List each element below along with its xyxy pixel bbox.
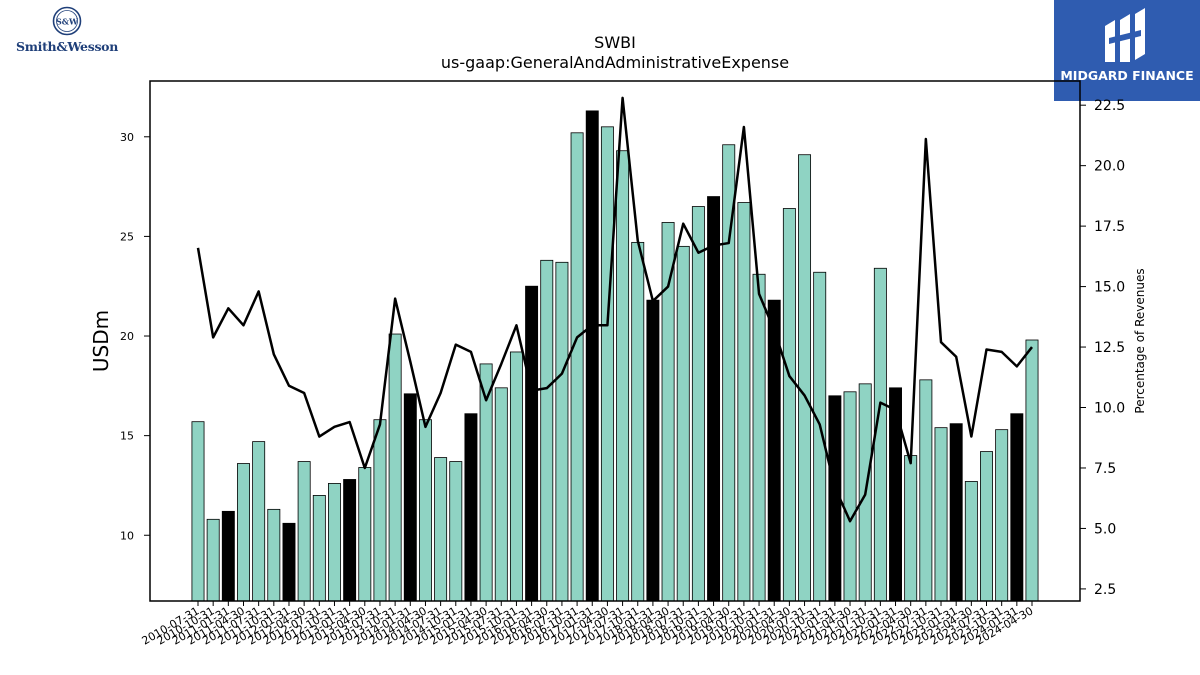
bar-2022-10-31 bbox=[934, 427, 948, 602]
company-logo: S&W Smith&Wesson bbox=[6, 6, 128, 56]
plot-frame bbox=[149, 80, 1081, 602]
bar-2017-01-31 bbox=[585, 110, 599, 602]
bar-2015-10-31 bbox=[509, 351, 523, 602]
right-axis: 2.5 5.0 7.5 10.0 12.5 15.0 17.5 20.0 22.5 bbox=[1080, 98, 1125, 598]
bar-2016-04-30 bbox=[540, 259, 554, 602]
bar-2014-01-31 bbox=[403, 393, 417, 602]
y-axis-label: USDm bbox=[89, 310, 113, 372]
bar-2014-10-31 bbox=[449, 461, 463, 602]
y2-tick-label: 12.5 bbox=[1094, 340, 1125, 356]
bar-2022-07-31 bbox=[919, 379, 933, 602]
bar-2020-07-31 bbox=[798, 154, 812, 602]
smith-wesson-seal-icon: S&W bbox=[52, 6, 82, 36]
bar-2013-01-31 bbox=[343, 479, 357, 602]
y2-tick-label: 20.0 bbox=[1094, 159, 1125, 175]
y-tick-label: 20 bbox=[120, 330, 134, 343]
bar-2017-04-30 bbox=[600, 126, 614, 602]
bar-2011-07-31 bbox=[252, 441, 266, 602]
y2-tick-label: 17.5 bbox=[1094, 219, 1125, 235]
bar-2023-04-30 bbox=[964, 481, 978, 602]
y-tick-label: 30 bbox=[120, 131, 134, 144]
bar-2014-04-30 bbox=[418, 419, 432, 602]
bar-2023-01-31 bbox=[949, 423, 963, 602]
y-tick-label: 15 bbox=[120, 430, 134, 443]
bar-2024-01-31 bbox=[1010, 413, 1024, 602]
bar-2012-04-30 bbox=[297, 461, 311, 602]
bar-2018-07-31 bbox=[676, 245, 690, 602]
bar-2012-10-31 bbox=[328, 483, 341, 602]
bar-2022-04-30 bbox=[904, 455, 918, 602]
y-tick-label: 25 bbox=[120, 230, 134, 243]
bar-2016-10-31 bbox=[570, 132, 584, 602]
bar-2020-10-31 bbox=[813, 271, 827, 602]
bar-series bbox=[191, 110, 1039, 602]
y2-tick-label: 22.5 bbox=[1094, 98, 1125, 114]
bar-2018-01-31 bbox=[646, 299, 660, 602]
bar-2011-04-30 bbox=[237, 463, 250, 602]
x-axis: 2010-07-312010-10-312011-01-312011-04-30… bbox=[140, 601, 1036, 648]
bar-2023-10-31 bbox=[995, 429, 1009, 602]
bar-2014-07-31 bbox=[434, 457, 448, 602]
y-tick-label: 10 bbox=[120, 529, 134, 542]
bar-2016-01-31 bbox=[525, 285, 539, 602]
chart-subtitle: us-gaap:GeneralAndAdministrativeExpense bbox=[440, 53, 790, 72]
company-wordmark: Smith&Wesson bbox=[15, 39, 119, 54]
bar-2019-10-31 bbox=[752, 273, 766, 602]
bar-2019-07-31 bbox=[737, 202, 751, 602]
bar-2013-10-31 bbox=[388, 333, 402, 602]
bar-2012-01-31 bbox=[282, 522, 296, 602]
bar-2013-04-30 bbox=[358, 467, 372, 602]
bar-2011-01-31 bbox=[221, 510, 235, 602]
midgard-finance-mark-icon bbox=[1105, 8, 1145, 62]
bar-2015-07-31 bbox=[494, 387, 508, 602]
bar-2012-07-31 bbox=[312, 495, 326, 602]
bar-2023-07-31 bbox=[980, 451, 993, 602]
bar-2018-04-30 bbox=[661, 222, 675, 602]
bar-2022-01-31 bbox=[889, 387, 902, 602]
bar-2021-04-30 bbox=[843, 391, 857, 602]
y2-axis-label: Percentage of Revenues bbox=[1133, 268, 1147, 413]
publisher-logo: MIDGARD FINANCE bbox=[1054, 0, 1200, 101]
bar-2013-07-31 bbox=[373, 419, 387, 602]
bar-2017-07-31 bbox=[616, 150, 630, 602]
y2-tick-label: 5.0 bbox=[1094, 521, 1116, 537]
publisher-name: MIDGARD FINANCE bbox=[1060, 68, 1194, 83]
y2-tick-label: 2.5 bbox=[1094, 582, 1116, 598]
y2-tick-label: 10.0 bbox=[1094, 401, 1125, 417]
bar-2019-01-31 bbox=[707, 196, 721, 602]
y2-tick-label: 7.5 bbox=[1094, 461, 1116, 477]
bar-2017-10-31 bbox=[631, 241, 645, 602]
bar-2020-04-30 bbox=[782, 208, 796, 602]
bar-2016-07-31 bbox=[555, 261, 569, 602]
bar-2018-10-31 bbox=[691, 206, 705, 602]
bar-2011-10-31 bbox=[267, 508, 281, 602]
bar-2024-04-30 bbox=[1025, 339, 1039, 602]
chart-title: SWBI bbox=[594, 33, 636, 52]
bar-2010-10-31 bbox=[206, 518, 220, 602]
seal-monogram: S&W bbox=[56, 17, 79, 27]
percentage-line bbox=[196, 96, 1033, 523]
y2-tick-label: 15.0 bbox=[1094, 280, 1125, 296]
left-axis: 10 15 20 25 30 bbox=[120, 131, 150, 542]
bar-2015-01-31 bbox=[464, 413, 478, 602]
bar-2010-07-31 bbox=[191, 421, 205, 602]
